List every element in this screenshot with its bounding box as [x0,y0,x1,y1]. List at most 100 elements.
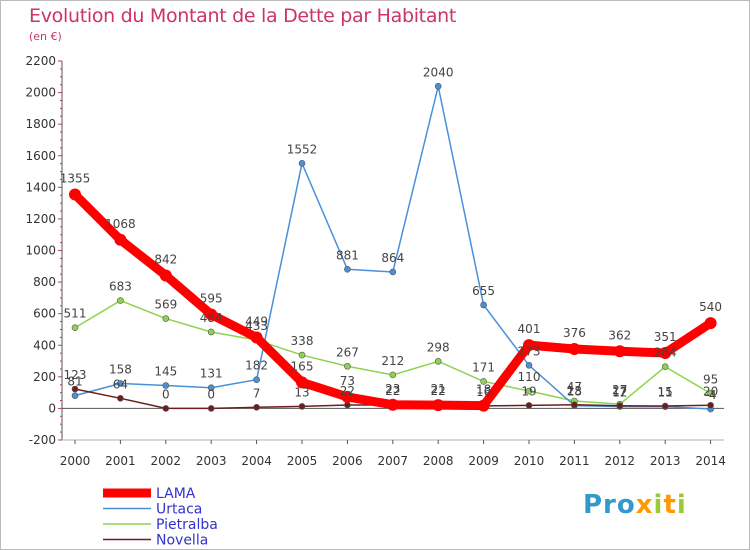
legend-label-lama: LAMA [156,486,196,502]
data-point-pietralba [71,324,79,332]
data-label-pietralba: 267 [336,345,359,359]
data-label-pietralba: 338 [291,334,314,348]
data-label-pietralba: 569 [154,298,177,312]
data-label-novella: 22 [385,384,400,398]
data-label-urtaca: 864 [381,251,404,265]
data-point-urtaca [298,160,306,167]
x-tick-label: 2003 [196,454,227,468]
data-label-urtaca: -4 [705,388,717,402]
legend-label-pietralba: Pietralba [156,517,218,533]
data-label-urtaca: 18 [567,385,582,399]
data-point-lama [659,346,672,359]
x-tick-label: 2005 [287,454,318,468]
x-tick-label: 2008 [423,454,454,468]
data-point-urtaca [162,382,170,389]
data-label-urtaca: 273 [518,344,541,358]
data-point-urtaca [253,376,260,383]
data-point-urtaca [117,380,124,387]
data-point-novella [71,385,79,393]
data-point-novella [616,402,624,410]
x-tick-label: 2013 [650,454,681,468]
data-label-pietralba: 212 [381,354,404,368]
data-point-pietralba [117,297,124,304]
y-tick-label: 1400 [25,180,56,194]
data-point-lama [250,331,263,344]
data-label-lama: 595 [200,291,223,305]
legend-label-urtaca: Urtaca [156,502,202,518]
data-label-lama: 449 [245,315,268,329]
data-label-urtaca: 81 [67,375,82,389]
data-label-urtaca: 1552 [287,142,318,156]
data-label-pietralba: 511 [64,307,87,321]
data-label-novella: 19 [521,384,536,398]
y-tick-label: 600 [33,307,56,321]
data-label-lama: 21 [431,382,446,396]
data-label-novella: 20 [703,384,718,398]
data-label-novella: 22 [431,384,446,398]
proxiti-logo: Proxiti [583,490,687,520]
data-point-lama [704,317,717,330]
data-label-pietralba: 27 [612,383,627,397]
x-tick-label: 2009 [468,454,499,468]
data-label-lama: 842 [154,252,177,266]
data-point-lama [613,345,626,358]
data-point-pietralba [344,362,351,370]
x-tick-label: 2000 [60,454,91,468]
y-tick-label: 200 [33,370,56,384]
data-point-urtaca [480,301,487,309]
data-point-novella [162,405,170,412]
data-point-lama [205,308,218,321]
data-label-lama: 362 [608,328,631,342]
data-label-pietralba: 95 [703,372,718,386]
data-label-lama: 401 [518,322,541,336]
data-point-novella [117,395,124,402]
y-tick-label: 1200 [25,212,56,226]
data-label-pietralba: 298 [427,340,450,354]
data-point-lama [568,343,581,356]
data-point-lama [477,399,490,412]
x-tick-label: 2004 [241,454,272,468]
x-tick-label: 2011 [559,454,590,468]
data-label-pietralba: 171 [472,360,495,374]
data-point-urtaca [344,265,351,273]
data-label-urtaca: 881 [336,248,359,262]
data-point-lama [296,376,308,389]
data-point-lama [432,399,445,412]
data-label-pietralba: 433 [245,319,268,333]
data-label-pietralba: 683 [109,280,132,294]
x-tick-label: 2010 [514,454,545,468]
data-label-pietralba: 264 [654,346,677,360]
data-point-novella [298,403,306,410]
data-point-urtaca [207,384,215,392]
y-tick-label: 1000 [25,244,56,258]
data-point-pietralba [389,371,397,379]
data-label-novella: 17 [612,385,627,399]
data-point-novella [707,401,714,409]
data-label-urtaca: 145 [154,365,177,379]
data-label-novella: 123 [64,368,87,382]
data-label-novella: 16 [476,385,491,399]
data-label-urtaca: 182 [245,359,268,373]
data-label-urtaca: 11 [658,386,673,400]
data-label-pietralba: 484 [200,311,223,325]
data-label-lama: 540 [699,300,722,314]
chart-title: Evolution du Montant de la Dette par Hab… [29,5,457,27]
data-label-pietralba: 47 [567,380,582,394]
data-point-pietralba [707,390,714,397]
data-label-lama: 165 [291,359,314,373]
data-label-lama: 73 [340,374,355,388]
x-tick-label: 2014 [695,454,726,468]
data-label-urtaca: 2040 [423,65,454,79]
data-label-lama: 23 [385,382,400,396]
data-label-lama: 18 [476,383,491,397]
data-point-pietralba [434,358,442,365]
data-label-pietralba: 110 [518,370,541,384]
y-tick-label: -200 [29,433,56,447]
data-point-pietralba [480,378,487,385]
x-tick-label: 2006 [332,454,363,468]
data-point-lama [69,188,81,201]
legend-label-novella: Novella [156,533,208,549]
data-point-novella [253,404,260,411]
